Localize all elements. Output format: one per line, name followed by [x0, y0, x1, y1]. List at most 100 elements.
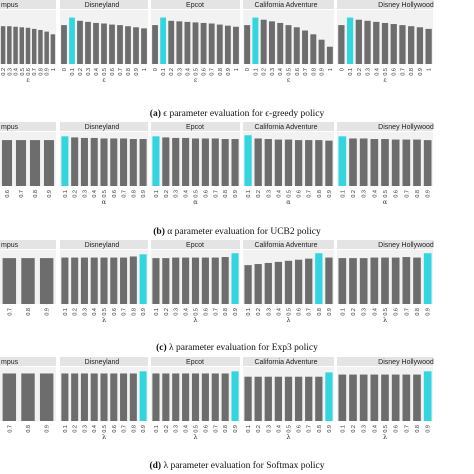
tick-label: 0.4: [184, 308, 190, 316]
bar-disneyland-0.7: [120, 257, 128, 304]
tick-label: 0.3: [270, 68, 276, 76]
tick-label: 0: [339, 68, 345, 71]
bar-california-adventure-0.2: [254, 264, 262, 304]
bar-california-adventure-0.6: [293, 27, 300, 65]
tick-label: 0.8: [223, 190, 229, 198]
tick-label: 0.7: [122, 425, 128, 433]
bar-epcot-1: [233, 26, 239, 65]
tick-label: 0.7: [213, 190, 219, 198]
bar-disney-hollywood-0.9: [423, 371, 432, 421]
bar-california-adventure-0.6: [294, 140, 303, 186]
tick-label: 0.2: [164, 190, 170, 198]
tick-label: 1: [427, 68, 433, 71]
tick-label: 0.5: [20, 68, 26, 76]
tick-label: 0.5: [194, 190, 200, 198]
facet-strip: [60, 240, 148, 249]
facet-title-california-adventure: California Adventure: [254, 2, 317, 9]
tick-label: 0.9: [327, 190, 333, 198]
bar-california-adventure-0.1: [244, 376, 252, 421]
tick-label: 1: [142, 68, 148, 71]
tick-label: 0.3: [362, 190, 368, 198]
tick-label: 0.8: [415, 190, 421, 198]
tick-label: 0.5: [102, 425, 108, 433]
bar-mpus-1: [50, 34, 56, 64]
tick-label: 0.6: [297, 425, 303, 433]
bar-disneyland-0.8: [129, 373, 137, 421]
bar-california-adventure-0.7: [302, 30, 309, 64]
facet-strip: [0, 122, 56, 131]
bar-california-adventure-0.4: [274, 376, 283, 421]
bar-epcot-0.1: [152, 136, 160, 186]
bar-california-adventure-0.1: [244, 265, 252, 304]
bar-epcot-0.8: [221, 373, 229, 421]
tick-label: 0.2: [73, 308, 79, 316]
axis-param-symbol: λ: [383, 433, 387, 441]
tick-label: 0.9: [47, 190, 53, 198]
facet-title-epcot: Epcot: [186, 242, 204, 249]
bar-mpus-0.8: [21, 258, 35, 304]
bar-disney-hollywood-0.6: [391, 139, 400, 186]
tick-label: 0.6: [112, 425, 118, 433]
bar-disneyland-0.1: [61, 373, 69, 421]
bar-epcot-0.9: [231, 371, 239, 421]
tick-label: 0.2: [78, 68, 84, 76]
tick-label: 0.5: [287, 190, 293, 198]
tick-label: 0.8: [415, 308, 421, 316]
bar-mpus-0.6: [1, 140, 13, 186]
tick-label: 0.5: [383, 425, 389, 433]
facet-title-disneyland: Disneyland: [85, 124, 120, 131]
bar-disney-hollywood-0.8: [413, 257, 421, 304]
tick-label: 0.4: [276, 308, 282, 316]
facet-title-california-adventure: California Adventure: [254, 242, 317, 249]
bar-epcot-0.7: [211, 373, 219, 421]
tick-label: 0.7: [210, 68, 216, 76]
bar-california-adventure-0.2: [254, 138, 262, 186]
bar-disney-hollywood-0.6: [390, 24, 397, 64]
tick-label: 0.4: [372, 190, 378, 198]
tick-label: 0.7: [122, 190, 128, 198]
bar-mpus-0.4: [13, 26, 18, 65]
bar-disneyland-0.8: [129, 256, 137, 304]
tick-label: 0.3: [366, 68, 372, 76]
tick-label: 0.6: [297, 308, 303, 316]
tick-label: 0.2: [351, 308, 357, 316]
tick-label: 0.3: [177, 68, 183, 76]
tick-label: 1: [51, 68, 57, 71]
tick-label: 0.6: [295, 68, 301, 76]
bar-epcot-0.4: [184, 21, 191, 65]
tick-label: 0.2: [164, 425, 170, 433]
bar-disney-hollywood-0.8: [413, 374, 421, 421]
tick-label: 0.7: [404, 308, 410, 316]
bar-disney-hollywood-0.5: [381, 374, 389, 421]
bar-disney-hollywood-0.6: [391, 257, 400, 304]
tick-label: 0.9: [141, 190, 147, 198]
bar-california-adventure-0.1: [252, 17, 259, 65]
bar-mpus-0.7: [2, 373, 17, 421]
bar-disney-hollywood-0.4: [370, 257, 379, 304]
bar-california-adventure-0.8: [310, 34, 317, 64]
bar-disneyland-0.9: [139, 254, 147, 304]
bar-epcot-0.3: [172, 137, 180, 186]
bar-california-adventure-0.8: [315, 376, 323, 421]
tick-label: 0.8: [26, 308, 32, 316]
tick-label: 0.3: [82, 425, 88, 433]
tick-label: 0: [153, 68, 159, 71]
tick-label: 0.5: [102, 308, 108, 316]
tick-label: 0.9: [45, 425, 51, 433]
bar-disneyland-0.5: [100, 373, 108, 421]
tick-label: 0.5: [383, 190, 389, 198]
tick-label: 0.8: [409, 68, 415, 76]
facet-strip: [243, 0, 334, 9]
bar-disney-hollywood-0.2: [355, 19, 362, 64]
tick-label: 0.4: [372, 308, 378, 316]
tick-label: 0.3: [174, 425, 180, 433]
bar-disney-hollywood-0.4: [370, 374, 379, 421]
bar-mpus-0.8: [21, 373, 35, 421]
bar-disney-hollywood-0.3: [359, 374, 368, 421]
tick-label: 0.7: [404, 190, 410, 198]
bar-mpus-0.9: [39, 373, 54, 421]
tick-label: 0.1: [340, 308, 346, 316]
axis-param-symbol: λ: [286, 316, 290, 324]
axis-param-symbol: α: [383, 198, 388, 206]
bar-epcot-0.2: [168, 20, 175, 64]
